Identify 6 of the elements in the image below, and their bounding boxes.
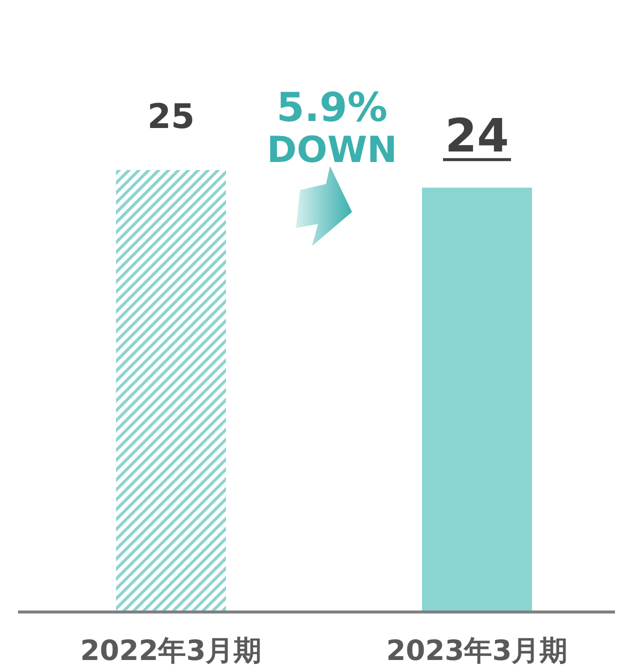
annotation: DOWN [266, 130, 398, 171]
x-tick-label: 2023年3月期 [386, 634, 568, 667]
text: 5.9% [276, 85, 388, 131]
data-label: 25 [147, 97, 195, 137]
data-label: 24 [444, 108, 510, 163]
x-tick-label: 2022年3月期 [80, 634, 262, 667]
